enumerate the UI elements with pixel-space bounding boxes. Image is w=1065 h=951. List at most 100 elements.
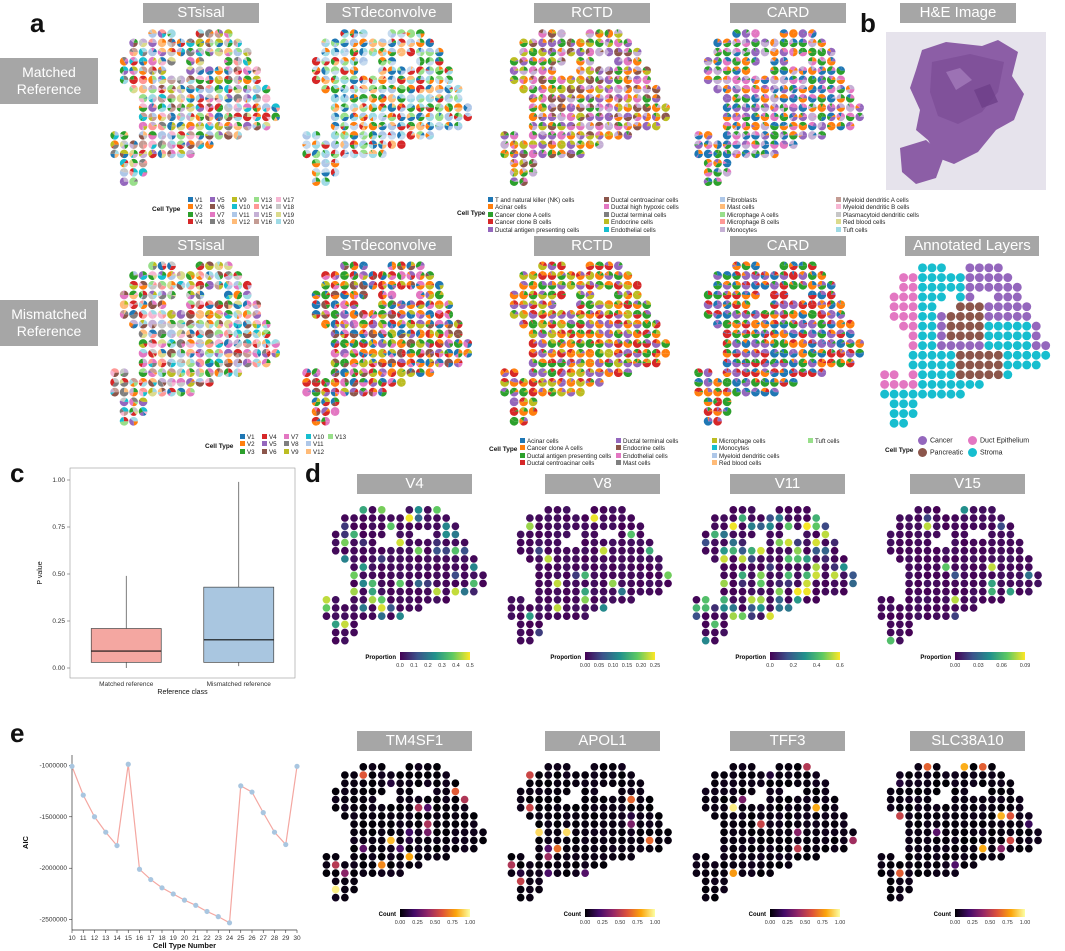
spot [923,546,932,555]
legend-item: V1 [240,434,255,441]
spot [984,331,994,341]
spot-pie [110,149,119,159]
spot-pie [741,66,751,75]
spot-pie [195,339,205,348]
spot-pie [585,121,595,131]
spot [932,604,941,612]
x-tick-label: 12 [91,935,99,942]
spot-pie [359,103,368,112]
spot [978,514,987,522]
spot [599,836,608,845]
spot [396,820,404,828]
spot [960,828,969,837]
spot-pie [435,84,444,94]
spot-pie [186,149,195,159]
spot [738,506,747,514]
legend-item: V1 [188,197,203,204]
spot-pie [148,378,157,387]
spot [969,514,978,522]
spot-pie [770,310,779,319]
spot [377,812,386,820]
spot-pie [223,310,233,319]
spot [701,852,710,861]
spot-pie [566,358,576,368]
spot [1015,571,1024,580]
spot-pie [311,290,321,300]
spot-pie [713,290,722,300]
spot [997,555,1006,563]
spot-pie [214,300,224,310]
spot-pie [623,339,633,348]
spot-pie [789,66,798,75]
spot [738,604,747,612]
spot [914,571,923,580]
panel-label-b: b [860,8,876,38]
spot-pie [528,131,538,140]
header-tff3: TFF3 [730,731,845,751]
spot-pie [576,368,585,378]
spot-pie [368,339,378,348]
spot-pie [340,310,349,319]
spot-pie [119,368,129,378]
spot-pie [330,168,340,177]
colorbar-tick: 1.00 [1020,920,1031,926]
spot [914,787,923,796]
spot-pie [463,348,473,358]
spot [927,389,937,399]
spot-pie [798,358,808,368]
spot [899,389,909,399]
spot [544,579,553,588]
spot-pie [557,348,566,358]
spot-pie [595,75,604,85]
spot [405,530,414,539]
spot-pie [751,319,760,329]
spot-pie [722,290,732,300]
spot [969,844,978,853]
spot [766,522,774,531]
legend-swatch [262,448,267,454]
spot [581,828,589,837]
spot-pie [119,131,129,140]
spot-pie [416,38,425,48]
legend-item: Cancer clone A cells [520,445,583,452]
spot-pie [817,84,827,94]
legend-swatch [188,211,193,217]
spot [562,587,571,596]
spot [914,538,923,547]
spot-pie [349,348,359,358]
spot [387,604,395,612]
spot-pie [205,38,214,48]
spot-pie [789,319,798,329]
spot [965,292,975,302]
spot [1006,563,1015,571]
spot [918,350,927,360]
spot [618,595,626,604]
spot [793,546,802,555]
spot [507,869,516,877]
spot [1006,579,1015,588]
spot [821,803,830,812]
spot-pie [311,57,321,66]
spot-pie [359,290,368,300]
spot [803,563,811,571]
legend-label: Red blood cells [719,460,762,468]
legend-item: V11 [232,211,250,219]
spot-pie [425,66,435,75]
spot-pie [321,397,330,407]
spot-pie [138,66,148,75]
spot [729,787,738,796]
spot-pie [157,121,167,131]
spot-pie [261,339,271,348]
spot-pie [359,378,368,387]
spot [877,869,886,877]
spot [997,771,1006,779]
spot-pie [741,94,751,103]
spot [1022,321,1032,331]
spot [414,828,423,837]
spot-pie [770,131,779,140]
spot-pie [576,280,585,290]
spot [627,571,636,580]
legend-label: V13 [261,197,273,204]
spot-pie [722,75,732,85]
spot [821,579,830,588]
